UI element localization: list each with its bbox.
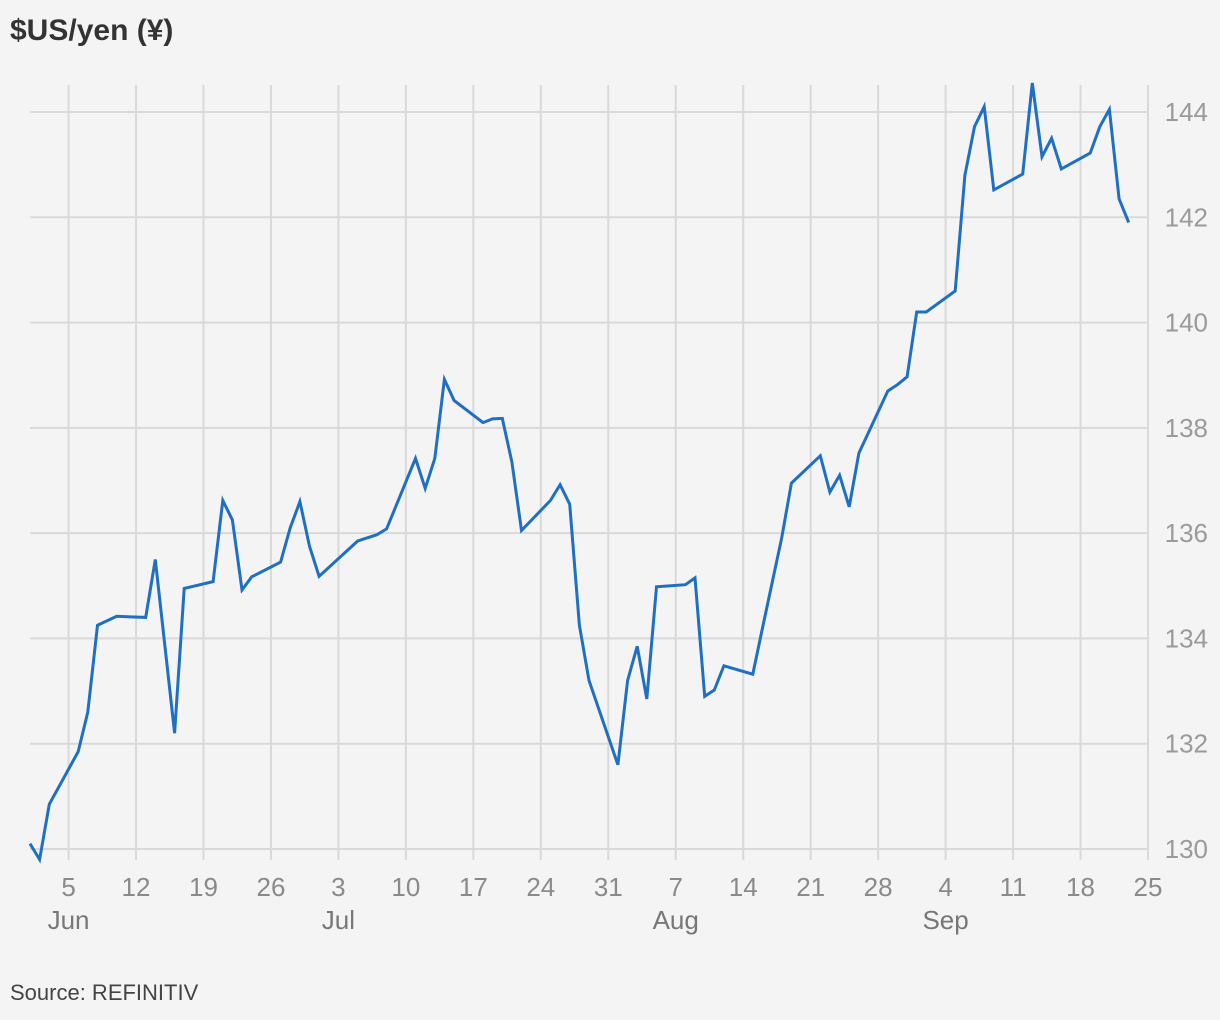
x-tick-label: 12 [122, 872, 151, 902]
x-tick-label: 17 [459, 872, 488, 902]
y-tick-label: 136 [1165, 518, 1208, 548]
x-tick-label: 31 [594, 872, 623, 902]
x-tick-label: 26 [256, 872, 285, 902]
y-tick-label: 138 [1165, 413, 1208, 443]
series-layer [28, 82, 1131, 864]
x-tick-label: 7 [669, 872, 683, 902]
x-tick-label: 10 [391, 872, 420, 902]
x-tick-label: 21 [796, 872, 825, 902]
y-tick-label: 144 [1165, 97, 1208, 127]
x-tick-label: 25 [1134, 872, 1163, 902]
x-tick-label: 4 [938, 872, 952, 902]
x-tick-label: 18 [1066, 872, 1095, 902]
x-tick-label: 14 [729, 872, 758, 902]
x-tick-label: 11 [1000, 872, 1027, 902]
source-note: Source: REFINITIV [10, 980, 199, 1005]
month-label: Sep [922, 905, 968, 935]
y-tick-label: 142 [1165, 202, 1208, 232]
y-tick-label: 132 [1165, 729, 1208, 759]
y-tick-label: 134 [1165, 623, 1208, 653]
x-tick-label: 28 [864, 872, 893, 902]
x-tick-label: 3 [331, 872, 345, 902]
x-tick-label: 24 [526, 872, 555, 902]
x-tick-label: 19 [189, 872, 218, 902]
month-label: Aug [653, 905, 699, 935]
month-label: Jul [322, 905, 355, 935]
y-tick-label: 130 [1165, 834, 1208, 864]
y-tick-label: 140 [1165, 308, 1208, 338]
usd-jpy-line [28, 82, 1131, 864]
chart-title: $US/yen (¥) [10, 14, 174, 47]
grid-layer [30, 85, 1149, 860]
x-tick-label: 5 [61, 872, 75, 902]
month-label: Jun [48, 905, 90, 935]
